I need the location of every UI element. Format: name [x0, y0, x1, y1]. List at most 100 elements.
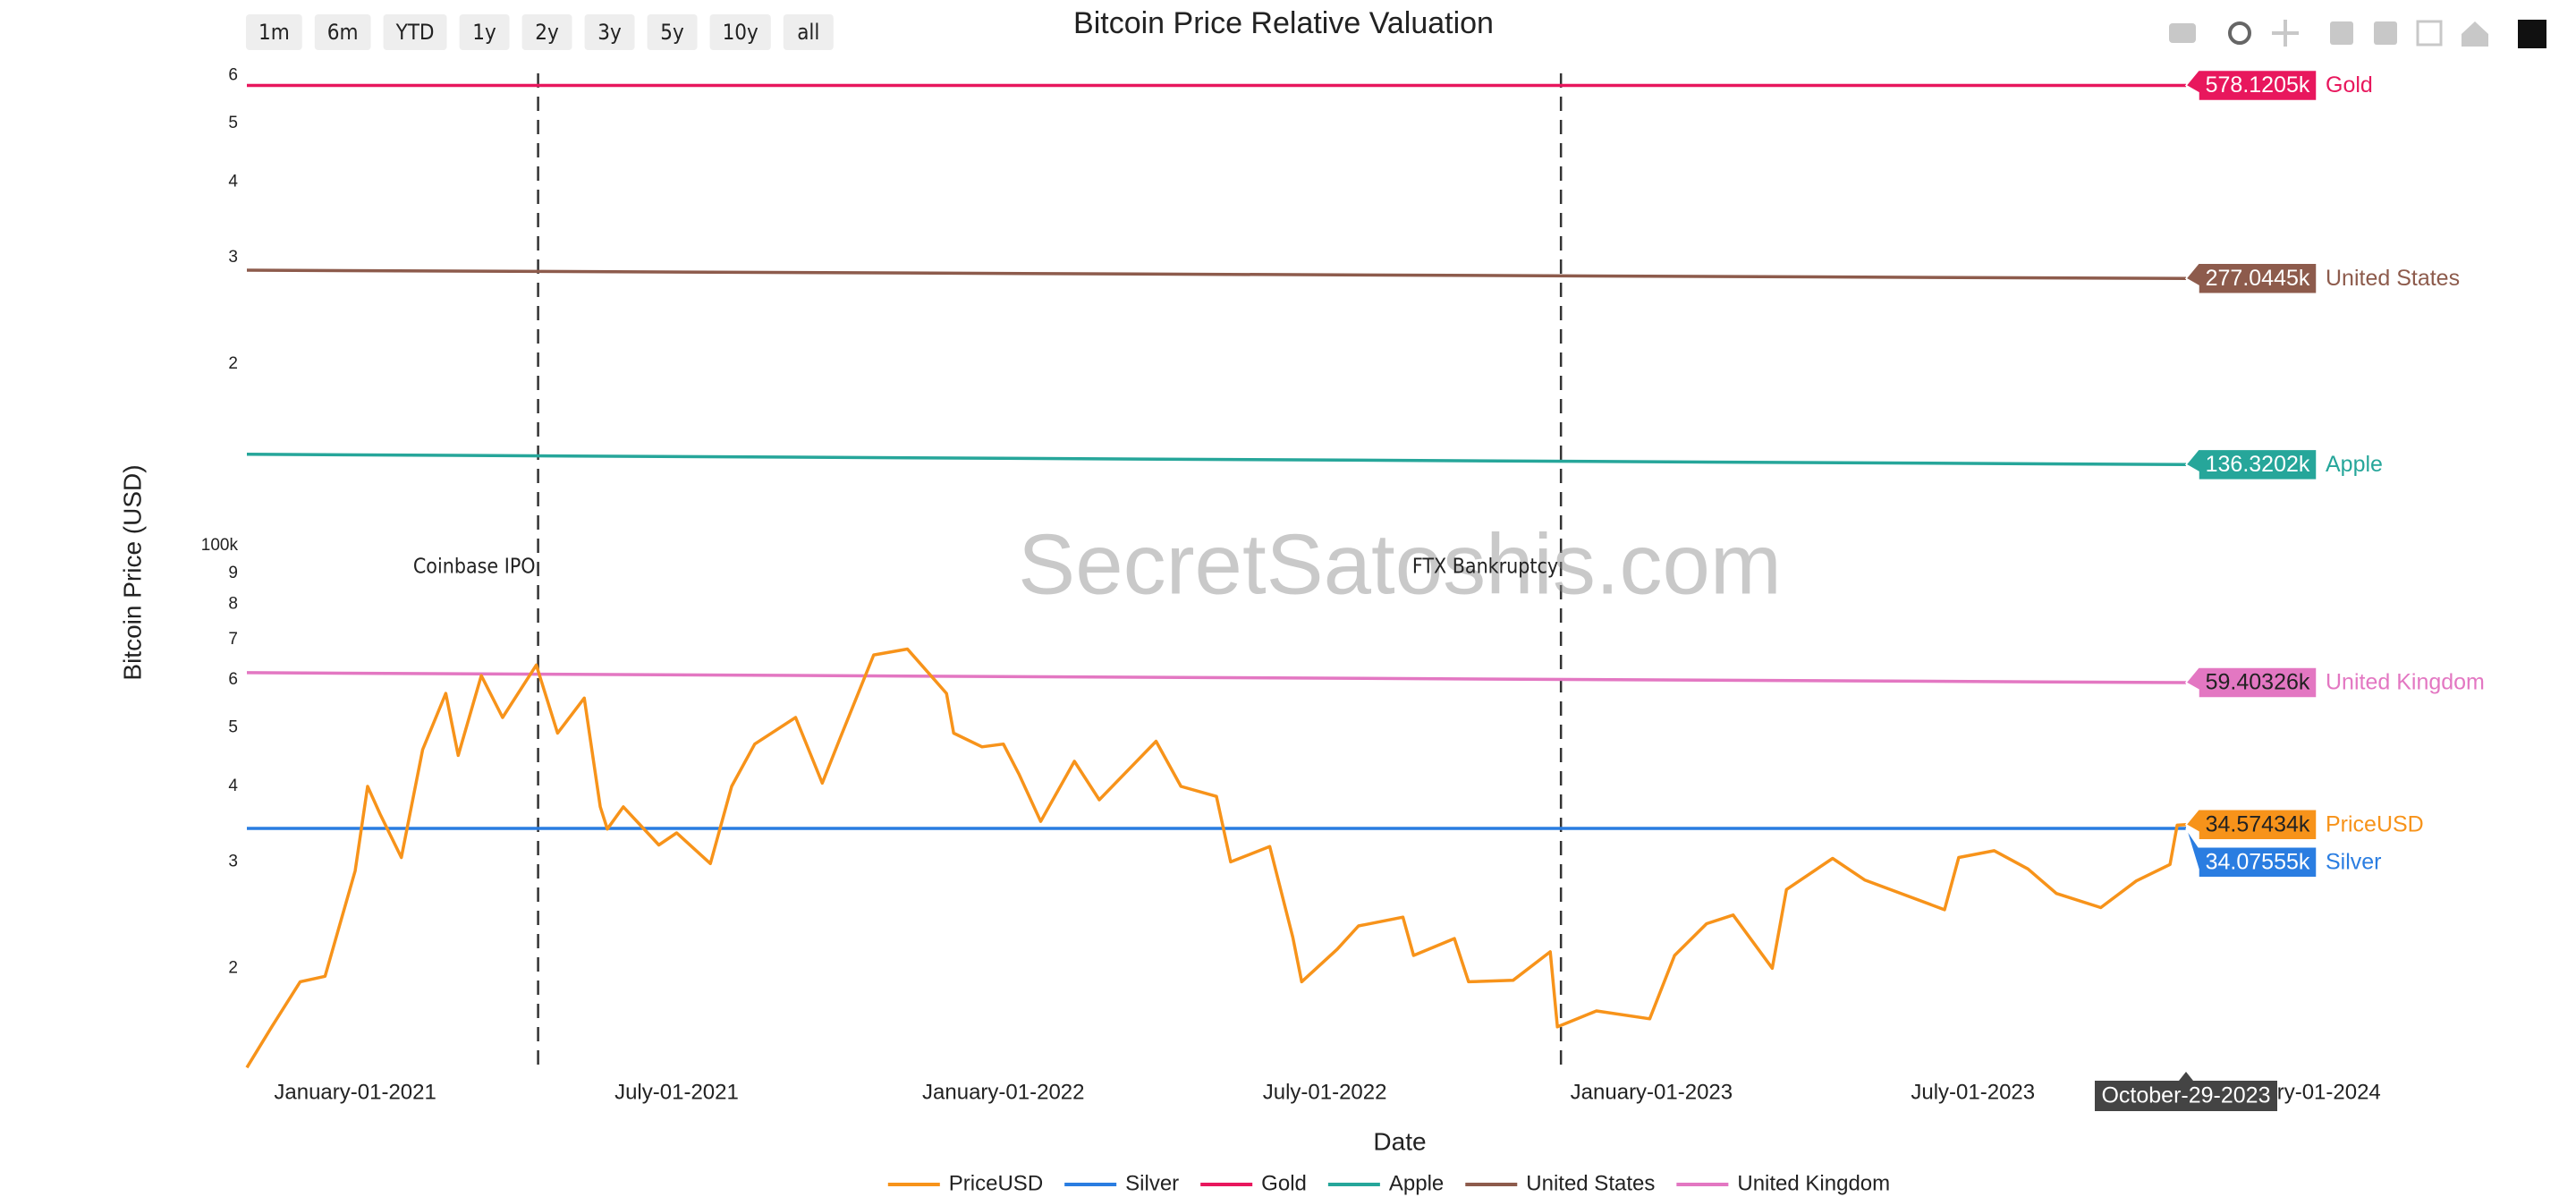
legend: PriceUSD Silver Gold Apple United States Unit… — [887, 1171, 1890, 1195]
range-button-box[interactable] — [314, 14, 371, 50]
modebar — [2169, 20, 2546, 48]
hover-box — [2185, 828, 2318, 879]
range-button[interactable]: 10y — [709, 14, 771, 50]
hover-box — [2184, 809, 2318, 841]
range-button[interactable]: 2y — [521, 14, 572, 50]
hover-name: PriceUSD — [2326, 811, 2424, 836]
y-tick-label: 5 — [228, 114, 238, 132]
camera-icon[interactable] — [2169, 23, 2196, 43]
range-button[interactable]: 6m — [314, 14, 371, 50]
x-tick-label: July-01-2022 — [1263, 1080, 1387, 1104]
x-tick-label: January-01-2021 — [274, 1080, 436, 1104]
hover-box — [2184, 262, 2318, 295]
hover-value: 34.07555k — [2206, 849, 2310, 874]
plotly-logo[interactable] — [2518, 20, 2546, 48]
range-button[interactable]: 1y — [459, 14, 510, 50]
y-tick-label: 7 — [228, 630, 238, 649]
range-button-box[interactable] — [584, 14, 635, 50]
legend-label[interactable]: PriceUSD — [949, 1171, 1043, 1195]
series-line — [245, 647, 2187, 1069]
range-button-box[interactable] — [783, 14, 834, 50]
chart-title: Bitcoin Price Relative Valuation — [1073, 6, 1494, 40]
zoom-in-icon[interactable] — [2330, 21, 2353, 45]
watermark: SecretSatoshis.com — [1018, 516, 1782, 612]
series-line — [246, 671, 2187, 684]
legend-item[interactable]: Gold — [1200, 1171, 1307, 1195]
hover-box — [2184, 448, 2318, 481]
legend-item[interactable]: Apple — [1327, 1171, 1444, 1195]
series-line — [246, 453, 2187, 467]
hover-name: United Kingdom — [2326, 670, 2485, 695]
hover-x-label: October-29-2023 — [2101, 1083, 2270, 1108]
hover-value: 277.0445k — [2206, 266, 2310, 291]
range-selector: 1m 6m YTD 1y 2y 3y 5y 10y all — [246, 14, 834, 50]
range-button-box[interactable] — [459, 14, 510, 50]
range-button-box[interactable] — [383, 14, 447, 50]
x-axis-title: Date — [1373, 1127, 1426, 1155]
y-tick-label: 5 — [228, 718, 238, 737]
legend-item[interactable]: United Kingdom — [1676, 1171, 1890, 1195]
event-label: FTX Bankruptcy — [1412, 556, 1558, 579]
range-button-box[interactable] — [521, 14, 572, 50]
range-button-label[interactable]: all — [797, 20, 819, 45]
pan-icon[interactable] — [2272, 20, 2299, 47]
reset-icon[interactable] — [2462, 21, 2488, 47]
range-button-label[interactable]: 5y — [660, 20, 684, 45]
y-tick-label: 6 — [228, 66, 238, 85]
hover-label: 34.57434k PriceUSD — [2184, 809, 2424, 841]
legend-label[interactable]: United States — [1526, 1171, 1655, 1195]
hover-label: 59.40326k United Kingdom — [2184, 666, 2485, 699]
y-tick-label: 100k — [201, 536, 239, 555]
legend-label[interactable]: United Kingdom — [1737, 1171, 1890, 1195]
range-button[interactable]: all — [783, 14, 834, 50]
y-tick-label: 4 — [228, 777, 238, 795]
y-tick-label: 8 — [228, 595, 238, 614]
hover-name: Gold — [2326, 72, 2373, 98]
event-label: Coinbase IPO — [413, 556, 536, 579]
range-button[interactable]: 1m — [246, 14, 302, 50]
range-button[interactable]: 5y — [647, 14, 698, 50]
y-tick-label: 9 — [228, 564, 238, 582]
hover-label: 277.0445k United States — [2184, 262, 2460, 295]
hover-value: 34.57434k — [2206, 811, 2310, 836]
x-tick-label: January-01-2023 — [1571, 1080, 1733, 1104]
hover-value: 136.3202k — [2206, 452, 2310, 477]
range-button[interactable]: YTD — [383, 14, 447, 50]
range-button-label[interactable]: YTD — [395, 20, 435, 45]
legend-label[interactable]: Gold — [1261, 1171, 1307, 1195]
hover-label: 578.1205k Gold — [2184, 69, 2373, 102]
zoom-icon[interactable] — [2228, 21, 2251, 45]
y-tick-label: 3 — [228, 852, 238, 870]
hover-name: Silver — [2326, 849, 2382, 874]
y-tick-label: 2 — [228, 958, 238, 977]
range-button-label[interactable]: 3y — [597, 20, 622, 45]
hover-value: 59.40326k — [2206, 670, 2310, 695]
hover-name: United States — [2326, 266, 2460, 291]
y-tick-label: 6 — [228, 670, 238, 689]
range-button-label[interactable]: 6m — [327, 20, 359, 45]
hover-x-pointer — [2179, 1072, 2193, 1081]
legend-item[interactable]: United States — [1465, 1171, 1655, 1195]
range-button-box[interactable] — [647, 14, 698, 50]
legend-item[interactable]: Silver — [1064, 1171, 1179, 1195]
y-tick-label: 4 — [228, 173, 238, 191]
legend-label[interactable]: Silver — [1125, 1171, 1179, 1195]
range-button-label[interactable]: 1y — [472, 20, 496, 45]
legend-item[interactable]: PriceUSD — [887, 1171, 1043, 1195]
hover-box — [2184, 666, 2318, 699]
y-tick-label: 3 — [228, 248, 238, 267]
hover-value: 578.1205k — [2206, 72, 2310, 98]
x-tick-label: July-01-2021 — [614, 1080, 739, 1104]
range-button-label[interactable]: 1m — [258, 20, 290, 45]
x-tick-label: July-01-2023 — [1911, 1080, 2035, 1104]
range-button-label[interactable]: 10y — [723, 20, 758, 45]
range-button-label[interactable]: 2y — [535, 20, 559, 45]
autoscale-icon[interactable] — [2416, 20, 2443, 47]
zoom-out-icon[interactable] — [2374, 21, 2397, 45]
range-button[interactable]: 3y — [584, 14, 635, 50]
range-button-box[interactable] — [246, 14, 302, 50]
range-button-box[interactable] — [709, 14, 771, 50]
series-line — [246, 268, 2187, 281]
legend-label[interactable]: Apple — [1389, 1171, 1444, 1195]
